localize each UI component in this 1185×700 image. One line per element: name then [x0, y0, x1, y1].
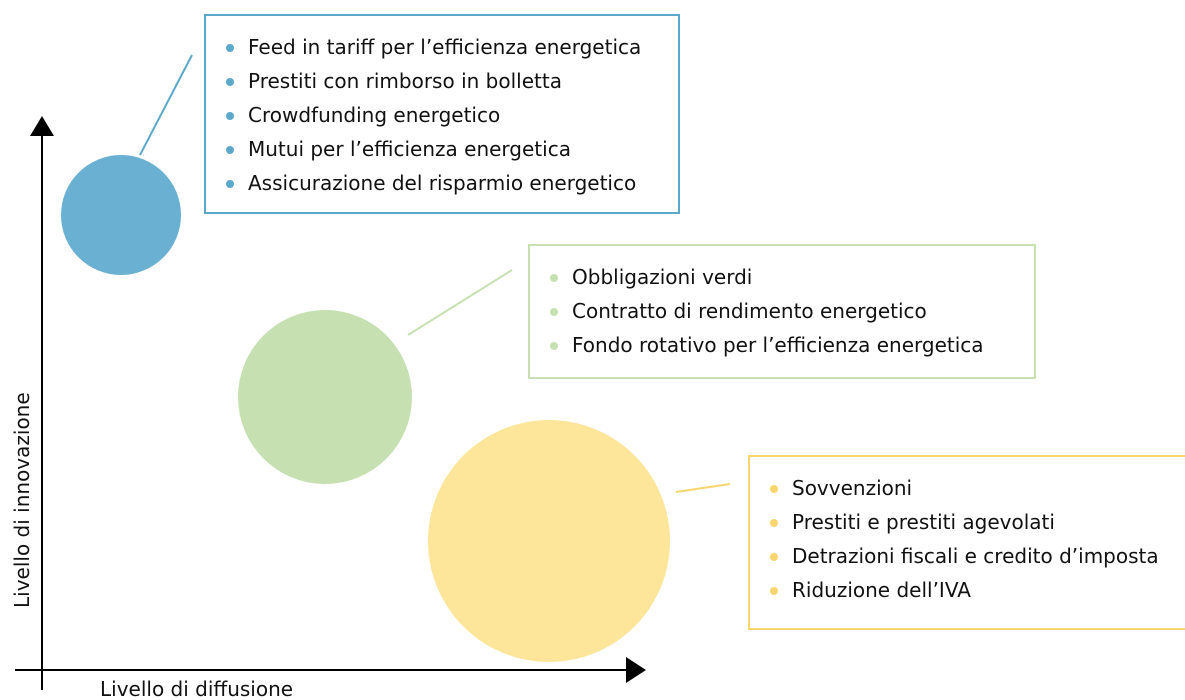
list-item: Prestiti e prestiti agevolati [768, 505, 1185, 539]
group-box: Feed in tariff per l’efficienza energeti… [204, 14, 680, 214]
list-item: Assicurazione del risparmio energetico [224, 166, 678, 200]
y-axis-label: Livello di innovazione [10, 392, 34, 608]
list-item: Crowdfunding energetico [224, 98, 678, 132]
list-item: Obbligazioni verdi [548, 260, 1034, 294]
item-list: Sovvenzioni Prestiti e prestiti agevolati… [768, 471, 1185, 607]
list-item: Feed in tariff per l’efficienza energeti… [224, 30, 678, 64]
list-item: Riduzione dell’IVA [768, 573, 1185, 607]
circle-blue [61, 155, 181, 275]
group-box: Sovvenzioni Prestiti e prestiti agevolati… [748, 455, 1185, 630]
connector [139, 54, 193, 156]
list-item: Prestiti con rimborso in bolletta [224, 64, 678, 98]
group-box: Obbligazioni verdi Contratto di rendiment… [528, 244, 1036, 379]
item-list: Feed in tariff per l’efficienza energeti… [224, 30, 678, 200]
connector [407, 269, 513, 336]
y-axis-arrow [30, 116, 54, 136]
list-item: Fondo rotativo per l’efficienza energeti… [548, 328, 1034, 362]
list-item: Contratto di rendimento energetico [548, 294, 1034, 328]
item-list: Obbligazioni verdi Contratto di rendiment… [548, 260, 1034, 362]
circle-yellow [428, 420, 670, 662]
x-axis-label: Livello di diffusione [100, 677, 294, 700]
list-item: Mutui per l’efficienza energetica [224, 132, 678, 166]
circle-green [238, 310, 412, 484]
x-axis-arrow [626, 657, 646, 683]
connector [675, 483, 731, 493]
list-item: Detrazioni fiscali e credito d’imposta [768, 539, 1185, 573]
list-item: Sovvenzioni [768, 471, 1185, 505]
